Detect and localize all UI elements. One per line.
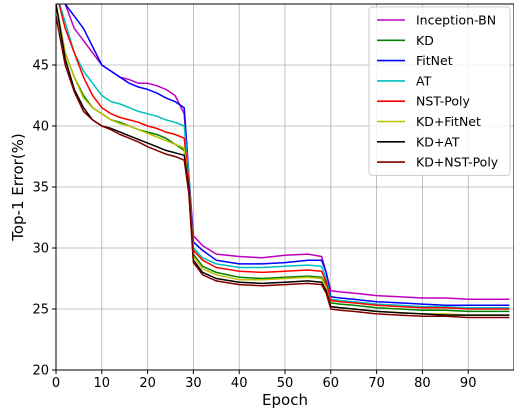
series-line-at bbox=[58, 4, 510, 309]
y-tick-label: 35 bbox=[32, 181, 49, 196]
x-tick-label: 80 bbox=[414, 376, 431, 391]
x-tick-label: 50 bbox=[277, 376, 294, 391]
x-tick-label: 10 bbox=[94, 376, 111, 391]
x-tick-label: 0 bbox=[52, 376, 60, 391]
series-line-fitnet bbox=[64, 4, 510, 307]
legend-box bbox=[368, 6, 511, 176]
series-line-kd-nst-poly bbox=[56, 16, 510, 319]
x-tick-label: 30 bbox=[185, 376, 202, 391]
x-tick-label: 90 bbox=[460, 376, 477, 391]
legend: Inception-BN KD FitNet AT NST-Poly KD+FitNet K… bbox=[368, 6, 511, 176]
y-tick-label: 40 bbox=[32, 120, 49, 135]
y-tick-label: 30 bbox=[32, 242, 49, 257]
legend-label-nst-poly: NST-Poly bbox=[416, 94, 470, 109]
legend-label-kd-fitnet: KD+FitNet bbox=[416, 114, 481, 129]
series-layer bbox=[56, 4, 510, 319]
y-tick-label: 20 bbox=[32, 364, 49, 379]
legend-label-kd-nst-poly: KD+NST-Poly bbox=[416, 155, 499, 170]
legend-label-fitnet: FitNet bbox=[416, 53, 453, 68]
x-tick-label: 70 bbox=[368, 376, 385, 391]
x-axis-label: Epoch bbox=[262, 391, 308, 409]
series-line-kd-at bbox=[56, 4, 510, 316]
legend-label-kd-at: KD+AT bbox=[416, 134, 460, 149]
legend-label-inception-bn: Inception-BN bbox=[416, 13, 496, 28]
axis-ticks: 0 10 20 30 40 50 60 70 80 90 20 25 30 35 40 45 bbox=[32, 59, 476, 392]
y-tick-label: 25 bbox=[32, 303, 49, 318]
x-tick-label: 20 bbox=[139, 376, 156, 391]
legend-label-at: AT bbox=[416, 73, 432, 88]
y-tick-label: 45 bbox=[32, 59, 49, 74]
legend-label-kd: KD bbox=[416, 33, 434, 48]
series-line-nst-poly bbox=[58, 4, 510, 310]
x-tick-label: 60 bbox=[323, 376, 340, 391]
y-axis-label: Top-1 Error(%) bbox=[9, 133, 27, 242]
x-tick-label: 40 bbox=[231, 376, 248, 391]
